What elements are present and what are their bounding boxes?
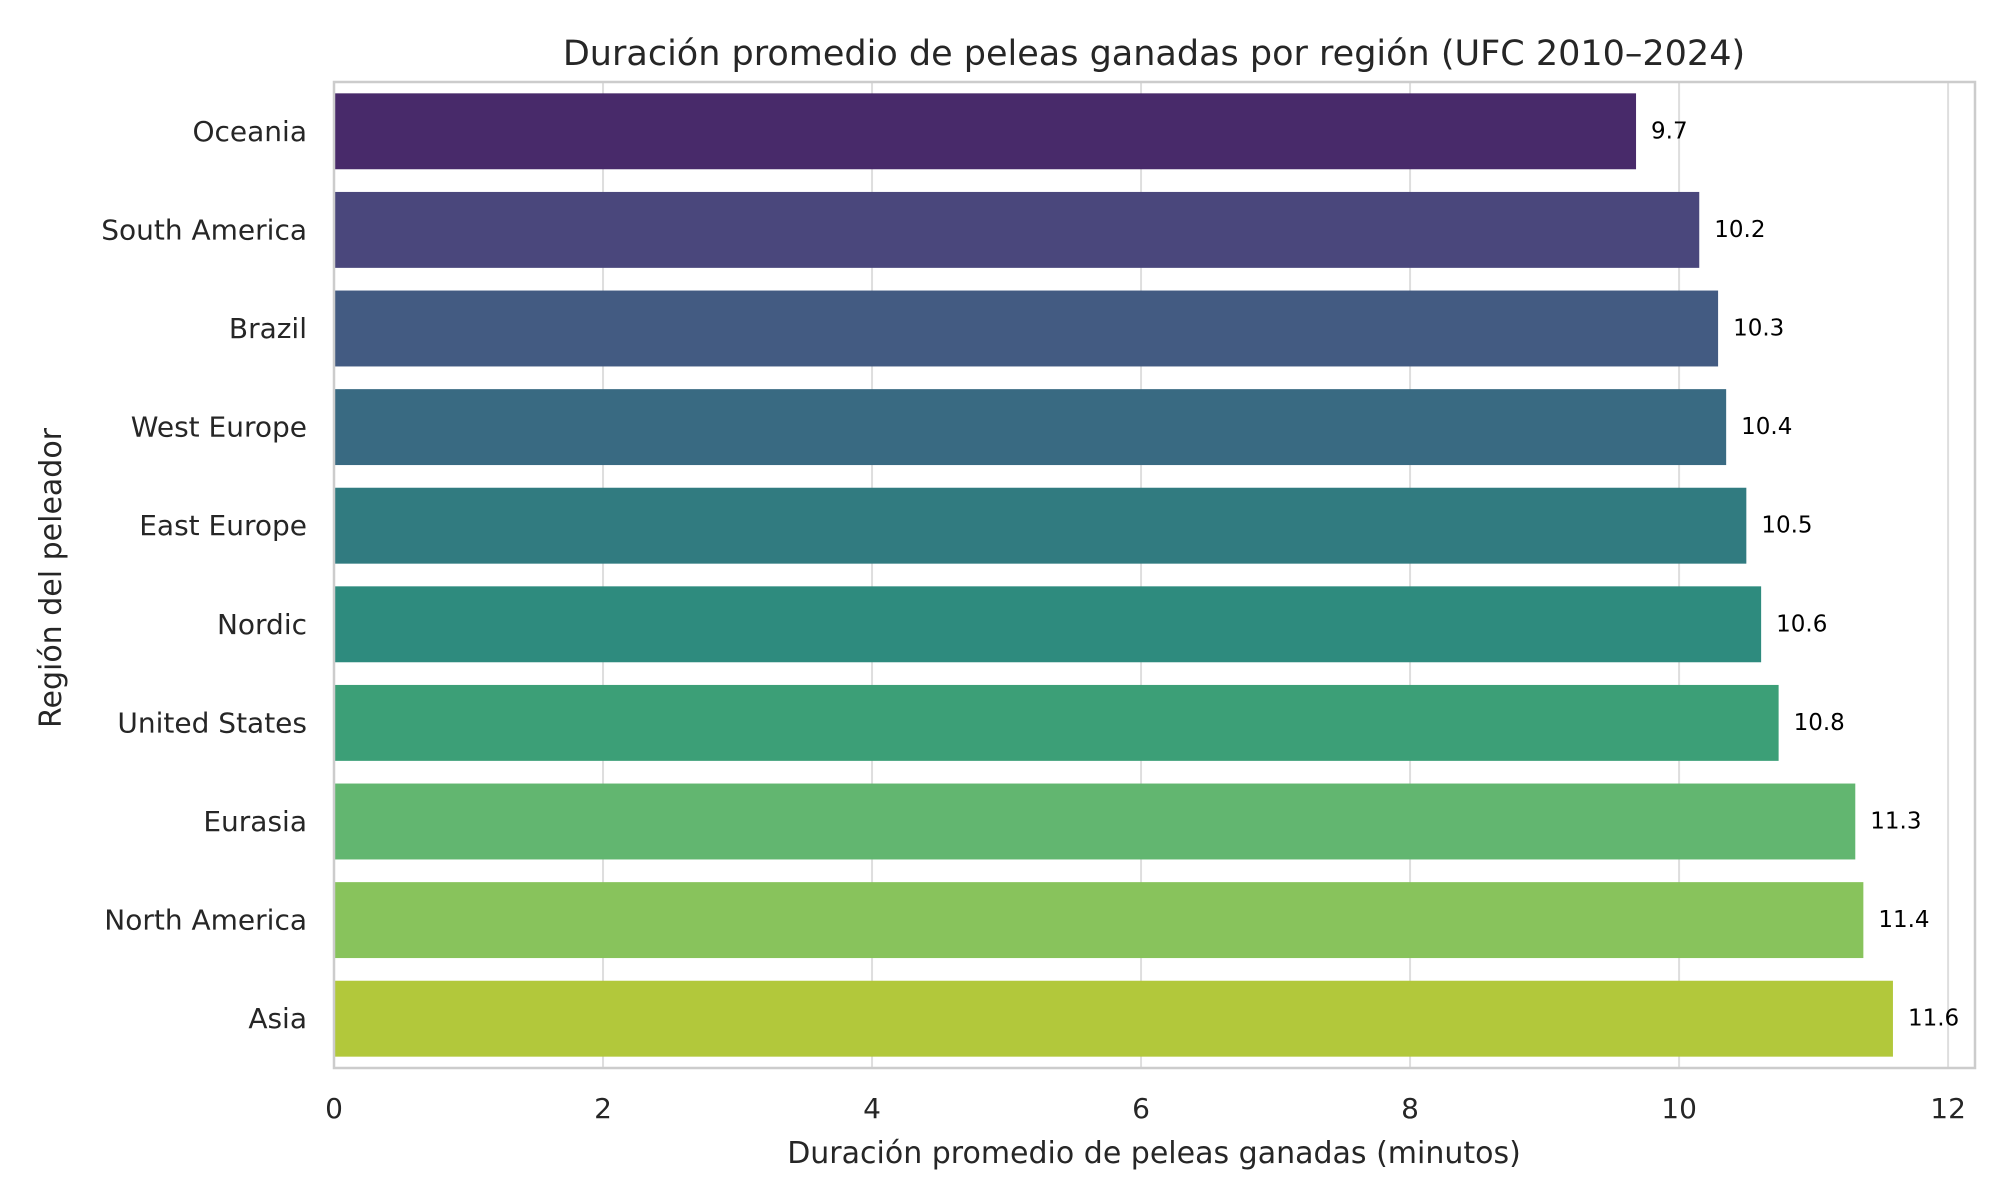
bar	[334, 882, 1864, 959]
bar-value-label: 11.6	[1908, 1006, 1959, 1032]
x-tick-label: 2	[594, 1092, 612, 1125]
bar	[334, 586, 1762, 663]
y-tick-label: Eurasia	[203, 805, 307, 838]
y-tick-label: West Europe	[131, 411, 307, 444]
bar	[334, 783, 1856, 860]
bar-value-label: 11.3	[1870, 809, 1921, 835]
y-tick-label: United States	[117, 706, 307, 739]
y-axis-title: Región del peleador	[34, 427, 69, 728]
y-tick-label: North America	[104, 904, 307, 937]
x-tick-label: 8	[1401, 1092, 1419, 1125]
x-tick-label: 6	[1132, 1092, 1150, 1125]
bar-value-label: 10.6	[1776, 611, 1827, 637]
bar-value-label: 10.3	[1733, 316, 1784, 342]
x-tick-label: 4	[863, 1092, 881, 1125]
y-tick-label: Brazil	[229, 312, 307, 345]
bar	[334, 487, 1747, 564]
value-labels: 9.7 10.2 10.3 10.4 10.5 10.6 10.8 11.3 11.4 11.6	[1651, 118, 1959, 1031]
axes: Oceania South America Brazil West Europe Eas…	[101, 80, 1977, 1125]
bar-value-label: 11.4	[1878, 907, 1929, 933]
x-tick-label: 0	[325, 1092, 343, 1125]
bars	[334, 93, 1893, 1057]
plot-frame	[332, 80, 1977, 1070]
bar-value-label: 10.2	[1714, 217, 1765, 243]
bar-value-label: 10.5	[1761, 513, 1812, 539]
bar-value-label: 9.7	[1651, 118, 1688, 144]
bar	[334, 191, 1700, 268]
bar	[334, 290, 1719, 367]
bar	[334, 684, 1779, 761]
bar	[334, 93, 1637, 170]
bar-value-label: 10.4	[1741, 414, 1792, 440]
y-tick-label: South America	[101, 213, 307, 246]
y-tick-label: Nordic	[217, 608, 307, 641]
x-axis-title: Duración promedio de peleas ganadas (min…	[787, 1136, 1521, 1171]
x-tick-label: 12	[1930, 1092, 1966, 1125]
bar-value-label: 10.8	[1794, 710, 1845, 736]
y-tick-label: Asia	[248, 1002, 307, 1035]
x-tick-label: 10	[1661, 1092, 1697, 1125]
y-tick-label: East Europe	[139, 509, 307, 542]
bar	[334, 980, 1893, 1057]
bar	[334, 389, 1727, 466]
chart-title: Duración promedio de peleas ganadas por …	[563, 34, 1745, 74]
y-tick-label: Oceania	[192, 115, 307, 148]
